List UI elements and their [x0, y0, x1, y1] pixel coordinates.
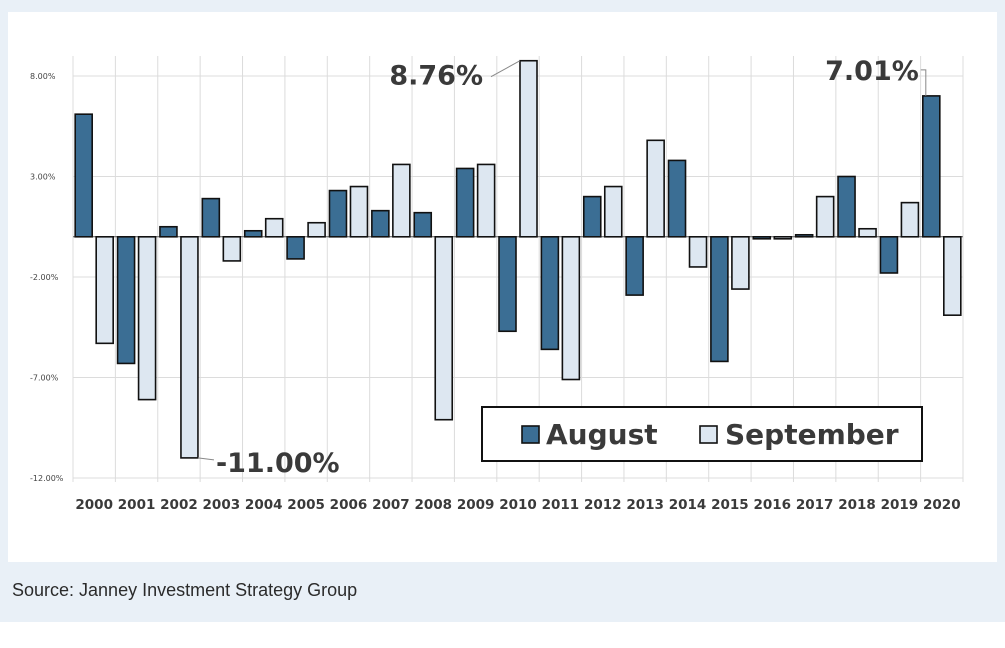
x-tick-label: 2011 — [542, 497, 580, 513]
x-tick-label: 2016 — [753, 497, 791, 513]
y-tick-label: -12.00% — [30, 474, 64, 483]
bar-september-2001 — [137, 236, 157, 401]
bar-august-2001 — [116, 236, 136, 365]
x-tick-label: 2001 — [118, 497, 156, 513]
x-tick-label: 2008 — [414, 497, 452, 513]
y-axis-ticks: 8.00% 3.00% -2.00% -7.00% -12.00% — [30, 72, 64, 483]
x-tick-label: 2009 — [457, 497, 495, 513]
annotation-leader — [197, 457, 215, 461]
annotation-label: 7.01% — [825, 56, 919, 87]
legend-label-august: August — [546, 418, 658, 451]
x-tick-label: 2000 — [75, 497, 113, 513]
bar-september-2017 — [815, 195, 835, 238]
bar-september-2015 — [731, 236, 750, 290]
bars — [74, 59, 962, 459]
annotation-leader — [490, 60, 521, 78]
bar-september-2012 — [603, 185, 623, 238]
x-tick-label: 2004 — [245, 497, 283, 513]
bar-september-2006 — [349, 185, 369, 238]
bar-september-2009 — [476, 163, 496, 238]
bar-august-2014 — [667, 159, 687, 238]
x-tick-label: 2006 — [330, 497, 368, 513]
bar-september-2002 — [180, 236, 199, 459]
bar-september-2004 — [264, 217, 284, 238]
bar-august-2006 — [328, 189, 348, 238]
legend-swatch-september — [699, 425, 718, 444]
y-tick-label: 3.00% — [30, 173, 56, 182]
y-tick-label: -2.00% — [30, 273, 59, 282]
x-axis-ticks: 2000 2001 2002 2003 2004 2005 2006 2007 2008 2009… — [75, 497, 960, 513]
source-note: Source: Janney Investment Strategy Group — [12, 580, 358, 600]
bar-september-2008 — [434, 236, 454, 421]
bar-august-2015 — [710, 236, 729, 363]
bar-august-2004 — [243, 229, 263, 238]
y-tick-label: -7.00% — [30, 374, 59, 383]
x-tick-label: 2012 — [584, 497, 622, 513]
bar-september-2016 — [773, 236, 793, 240]
bar-august-2002 — [159, 225, 178, 238]
bar-september-2005 — [307, 221, 326, 238]
bar-august-2009 — [455, 167, 475, 238]
legend-swatch-august — [521, 425, 540, 444]
annotation-label: 8.76% — [389, 61, 483, 92]
x-tick-label: 2018 — [838, 497, 876, 513]
bar-august-2012 — [582, 195, 602, 238]
x-tick-label: 2002 — [160, 497, 198, 513]
bar-september-2003 — [222, 236, 242, 262]
legend-label-september: September — [725, 418, 899, 451]
x-tick-label: 2007 — [372, 497, 410, 513]
bar-chart: 8.00%3.00%-2.00%-7.00%-12.00% 2000 2001 20… — [30, 56, 964, 513]
bar-september-2010 — [519, 59, 538, 238]
bar-august-2016 — [752, 236, 772, 240]
bar-august-2007 — [371, 209, 390, 238]
annotations: -11.00% 8.76% 7.01% — [197, 56, 927, 479]
bar-august-2008 — [413, 211, 433, 238]
bar-august-2020 — [922, 95, 941, 238]
bar-september-2014 — [688, 236, 708, 268]
bar-august-2018 — [837, 175, 856, 238]
x-tick-label: 2015 — [711, 497, 749, 513]
bar-september-2018 — [858, 227, 877, 238]
x-tick-label: 2013 — [626, 497, 664, 513]
annotation-label: -11.00% — [216, 448, 340, 479]
bar-september-2000 — [95, 236, 114, 345]
x-tick-label: 2017 — [796, 497, 834, 513]
x-tick-label: 2020 — [923, 497, 961, 513]
x-tick-label: 2010 — [499, 497, 537, 513]
bar-september-2020 — [943, 236, 962, 316]
chart-panel: 8.00% 3.00% -2.00% -7.00% -12.00% 2000 2001 20… — [8, 12, 997, 562]
bar-august-2010 — [498, 236, 517, 333]
bar-august-2017 — [794, 233, 814, 238]
x-tick-label: 2014 — [669, 497, 707, 513]
annotation-leader — [920, 69, 927, 96]
bar-august-2000 — [74, 113, 93, 238]
page-background: 8.00% 3.00% -2.00% -7.00% -12.00% 2000 2001 20… — [0, 0, 1005, 622]
bar-august-2019 — [879, 236, 899, 274]
bar-september-2013 — [646, 139, 665, 238]
y-tick-label: 8.00% — [30, 72, 56, 81]
bar-august-2003 — [201, 197, 221, 238]
bar-august-2011 — [540, 236, 560, 351]
bar-september-2019 — [900, 201, 920, 238]
bar-september-2011 — [561, 236, 581, 381]
x-tick-label: 2005 — [287, 497, 325, 513]
bar-september-2007 — [392, 163, 411, 238]
legend: August September — [481, 406, 923, 462]
x-tick-label: 2019 — [881, 497, 919, 513]
x-tick-label: 2003 — [203, 497, 241, 513]
bar-august-2005 — [286, 236, 305, 260]
bar-august-2013 — [625, 236, 644, 296]
